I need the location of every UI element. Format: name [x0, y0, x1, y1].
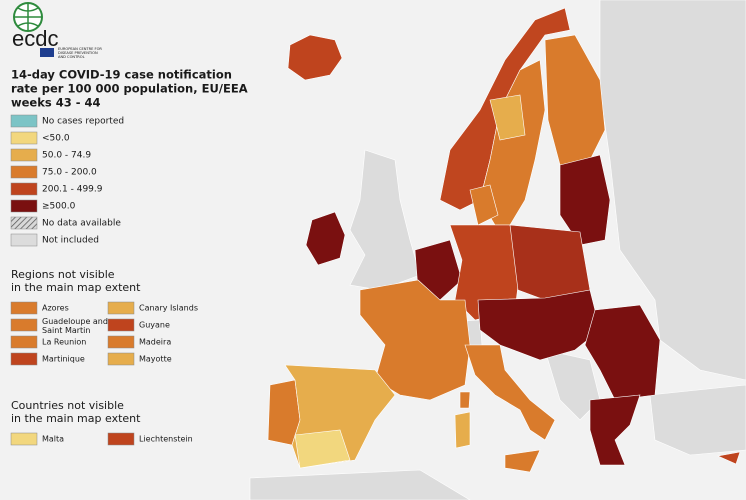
- legend-label: Martinique: [42, 355, 85, 364]
- legend-swatch: [10, 216, 38, 230]
- legend-label: 75.0 - 200.0: [42, 168, 97, 178]
- logo-subtitle: EUROPEAN CENTRE FOR: [58, 47, 102, 51]
- legend-label: Canary Islands: [139, 304, 198, 313]
- legend-label: La Reunion: [42, 338, 86, 347]
- legend-swatch: [10, 318, 38, 332]
- region-shape: [459, 391, 471, 409]
- region-shape: [504, 449, 541, 473]
- legend-label: No data available: [42, 219, 121, 229]
- legend-swatch: [10, 131, 38, 145]
- legend-label: Malta: [42, 435, 64, 444]
- region-shape: [464, 344, 556, 441]
- map-title: 14-day COVID-19 case notification: [11, 68, 232, 82]
- map-title: weeks 43 - 44: [11, 96, 101, 110]
- legend-label: Mayotte: [139, 355, 172, 364]
- legend-label: Liechtenstein: [139, 435, 193, 444]
- legend-swatch: [107, 432, 135, 446]
- region-shape: [477, 289, 601, 361]
- legend-swatch: [10, 301, 38, 315]
- legend-label: Guyane: [139, 321, 170, 330]
- section-title: in the main map extent: [11, 281, 141, 294]
- legend-swatch: [10, 352, 38, 366]
- land-not-included: [599, 0, 746, 381]
- logo-grid: [14, 3, 42, 31]
- legend-swatch: [107, 318, 135, 332]
- land-not-included: [649, 384, 746, 456]
- region-shape: [469, 184, 499, 226]
- legend-label: Madeira: [139, 338, 171, 347]
- legend-swatch: [10, 165, 38, 179]
- map: [249, 0, 746, 500]
- label-line: Guadeloupe and: [42, 317, 108, 326]
- region-shape: [489, 94, 526, 141]
- section-title: Countries not visible: [11, 399, 124, 412]
- region-shape: [305, 211, 346, 266]
- legend-swatch: [107, 335, 135, 349]
- legend-swatch: [10, 335, 38, 349]
- legend-swatch: [10, 148, 38, 162]
- region-shape: [589, 394, 641, 466]
- region-shape: [454, 411, 471, 449]
- region-shape: [716, 451, 741, 465]
- legend-label: No cases reported: [42, 117, 124, 127]
- label-line: Saint Martin: [42, 326, 90, 335]
- logo-subtitle: DISEASE PREVENTION: [58, 51, 98, 55]
- region-shape: [359, 279, 471, 401]
- legend-swatch: [10, 432, 38, 446]
- legend-swatch: [107, 352, 135, 366]
- map-title: rate per 100 000 population, EU/EEA: [11, 82, 248, 96]
- region-shape: [509, 224, 591, 301]
- legend-label: 50.0 - 74.9: [42, 151, 91, 161]
- region-shape: [287, 34, 343, 81]
- legend-label: Not included: [42, 236, 99, 246]
- region-shape: [294, 429, 351, 469]
- legend-swatch: [107, 301, 135, 315]
- logo-text: ecdc: [12, 26, 58, 51]
- legend-swatch: [10, 182, 38, 196]
- section-title: Regions not visible: [11, 268, 115, 281]
- region-shape: [544, 34, 606, 166]
- legend-swatch: [10, 199, 38, 213]
- legend-label: Guadeloupe and Saint Martin: [42, 317, 108, 335]
- eu-flag: [40, 48, 54, 57]
- legend-swatch: [10, 114, 38, 128]
- land-not-included: [249, 469, 471, 500]
- legend-swatch: [10, 233, 38, 247]
- region-shape: [559, 154, 611, 246]
- legend-label: Azores: [42, 304, 69, 313]
- legend-label: 200.1 - 499.9: [42, 185, 103, 195]
- legend-label: <50.0: [42, 134, 70, 144]
- section-title: in the main map extent: [11, 412, 141, 425]
- legend-label: ≥500.0: [42, 202, 76, 212]
- logo-subtitle: AND CONTROL: [58, 55, 85, 59]
